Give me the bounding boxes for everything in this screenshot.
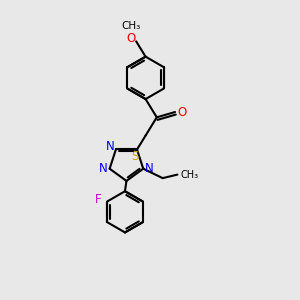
Text: N: N — [145, 162, 154, 175]
Text: O: O — [126, 32, 136, 46]
Text: O: O — [177, 106, 186, 118]
Text: N: N — [106, 140, 115, 153]
Text: CH₃: CH₃ — [180, 169, 199, 180]
Text: F: F — [95, 193, 102, 206]
Text: S: S — [131, 150, 138, 163]
Text: N: N — [99, 162, 107, 175]
Text: CH₃: CH₃ — [121, 21, 140, 31]
